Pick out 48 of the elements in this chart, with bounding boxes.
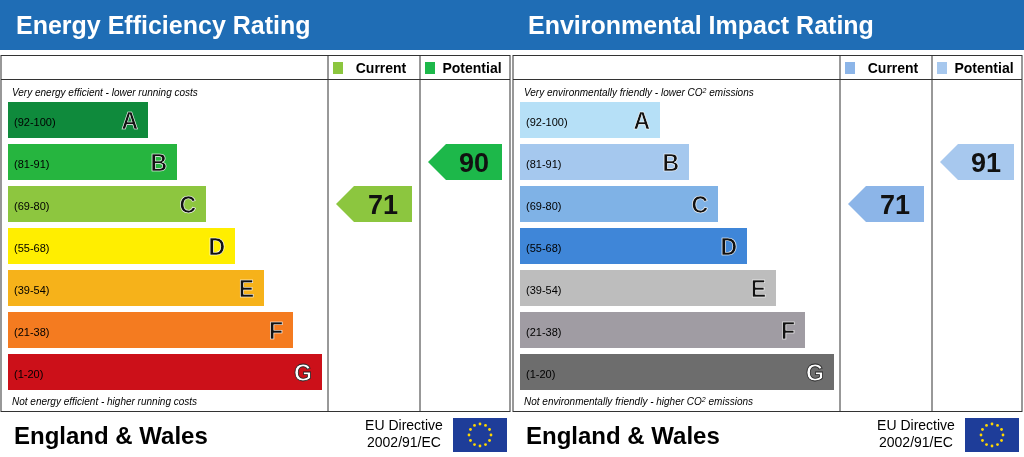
category-label: F <box>780 318 795 344</box>
text: 2002/91/EC <box>879 434 953 450</box>
text: (1-20) <box>14 368 44 380</box>
text: (81-91) <box>526 158 562 170</box>
category-label: B <box>662 150 679 176</box>
category-label: E <box>238 276 254 302</box>
text: (92-100) <box>14 116 56 128</box>
text: Energy Efficiency Rating <box>16 11 311 39</box>
text: (21-38) <box>526 326 562 338</box>
text: EU Directive <box>877 417 956 433</box>
data-label: 91 <box>970 148 1002 178</box>
category-label: E <box>750 276 766 302</box>
text: (55-68) <box>14 242 50 254</box>
text: (39-54) <box>526 284 562 296</box>
category-label: A <box>121 108 138 134</box>
text: England & Wales <box>526 422 720 449</box>
text: 2002/91/EC <box>367 434 441 450</box>
category-label: G <box>294 360 312 386</box>
text: (69-80) <box>526 200 562 212</box>
category-label: A <box>633 108 650 134</box>
category-label: C <box>691 192 708 218</box>
category-label: G <box>806 360 824 386</box>
category-label: D <box>720 234 737 260</box>
text: Not environmentally friendly - higher CO$^{2}$ emissions <box>524 395 754 407</box>
legend-label: Current <box>355 60 407 76</box>
legend-label: Potential <box>954 60 1014 76</box>
category-label: F <box>268 318 283 344</box>
data-label: 71 <box>879 190 911 220</box>
text: (69-80) <box>14 200 50 212</box>
text: (21-38) <box>14 326 50 338</box>
text: (55-68) <box>526 242 562 254</box>
text: (92-100) <box>526 116 568 128</box>
text: (81-91) <box>14 158 50 170</box>
category-label: B <box>150 150 167 176</box>
text: EU Directive <box>365 417 444 433</box>
text: England & Wales <box>14 422 208 449</box>
text: (1-20) <box>526 368 556 380</box>
category-label: C <box>179 192 196 218</box>
text: Environmental Impact Rating <box>528 11 874 39</box>
text: Very energy efficient - lower running costs <box>12 87 198 98</box>
category-label: D <box>208 234 225 260</box>
legend-label: Potential <box>442 60 502 76</box>
text: Very environmentally friendly - lower CO$^{2}$ emissions <box>524 86 754 98</box>
data-label: 71 <box>367 190 399 220</box>
text: Not energy efficient - higher running costs <box>12 396 198 407</box>
legend-label: Current <box>867 60 919 76</box>
text: (39-54) <box>14 284 50 296</box>
data-label: 90 <box>458 148 490 178</box>
